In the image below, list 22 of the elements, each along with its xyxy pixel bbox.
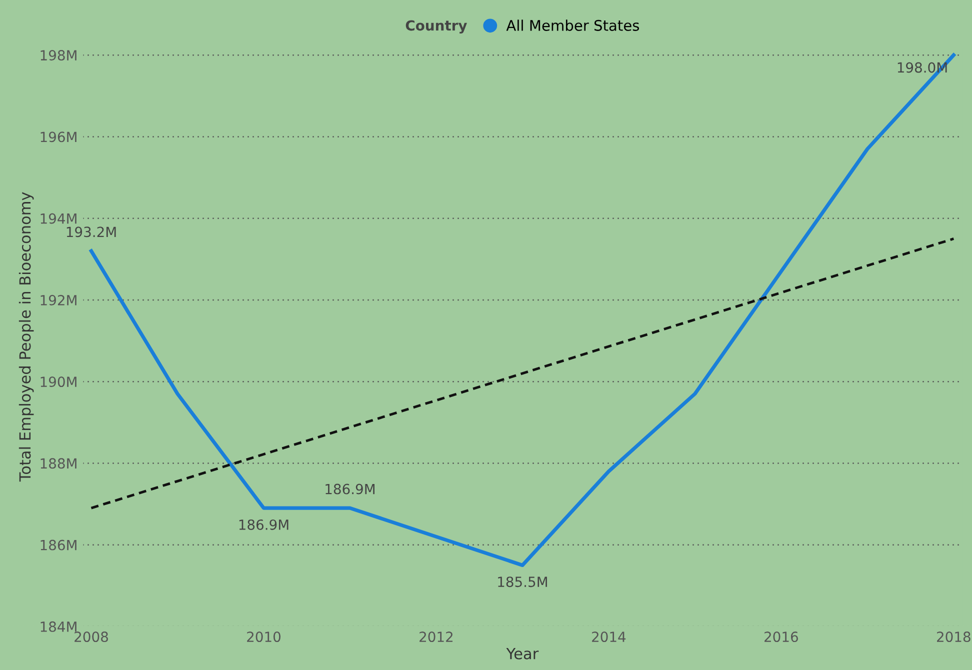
x-tick-label: 2010 [247, 632, 280, 642]
y-tick-label: 196M [40, 132, 76, 142]
y-tick-label: 186M [40, 540, 76, 550]
y-tick-label: 198M [40, 50, 76, 61]
legend-title: Country [406, 20, 467, 34]
x-tick-label: 2014 [592, 632, 626, 642]
x-tick-label: 2008 [74, 632, 108, 642]
data-label: 193.2M [66, 226, 116, 238]
y-tick-label: 194M [40, 213, 76, 224]
y-axis-title: Total Employed People in Bioeconomy [18, 192, 34, 482]
y-tick-label: 192M [40, 294, 76, 306]
data-label: 185.5M [498, 576, 547, 588]
x-tick-label: 2018 [937, 632, 970, 642]
x-axis-title: Year [506, 648, 539, 660]
x-tick-label: 2012 [420, 632, 452, 642]
data-label: 186.9M [239, 519, 288, 530]
legend-label: All Member States [506, 20, 640, 31]
y-tick-label: 188M [40, 458, 76, 469]
x-tick-label: 2016 [764, 632, 798, 642]
y-tick-label: 184M [40, 621, 76, 632]
data-label: 186.9M [326, 484, 374, 494]
y-tick-label: 190M [40, 376, 76, 388]
